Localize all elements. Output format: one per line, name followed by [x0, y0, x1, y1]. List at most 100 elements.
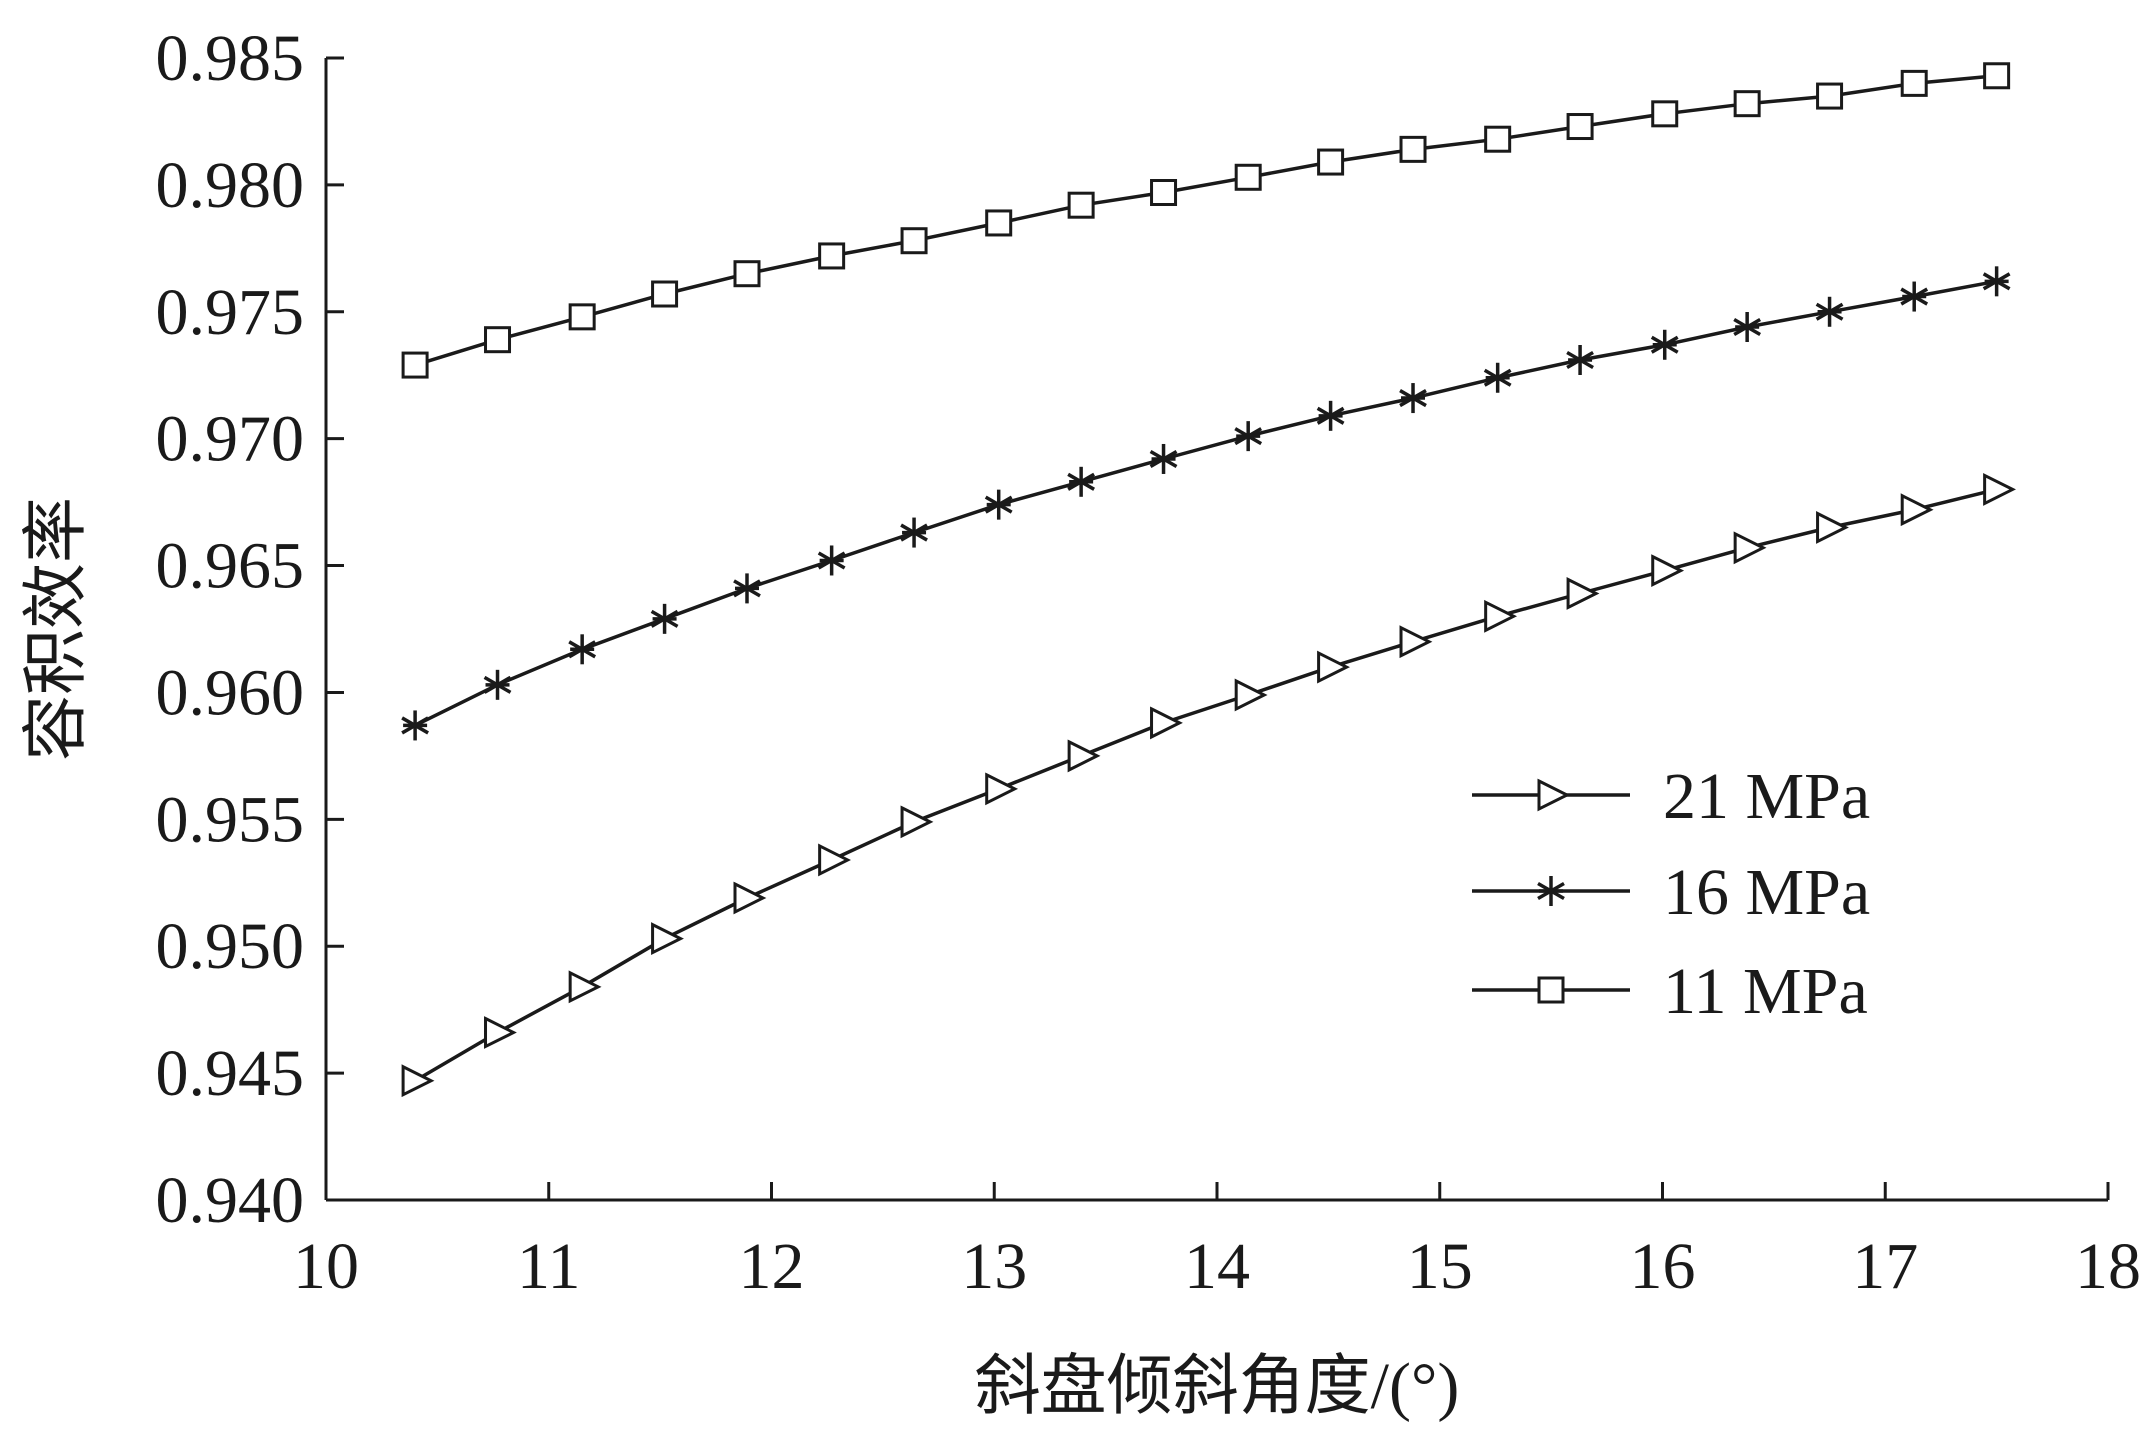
legend: 21 MPa 16 MPa 11 MPa [1472, 760, 1870, 1028]
data-point [1067, 191, 1095, 219]
data-point [484, 1016, 517, 1049]
y-tick-label: 0.975 [156, 276, 305, 349]
data-point [1815, 296, 1844, 327]
y-tick-label: 0.965 [156, 530, 305, 603]
x-tick-label: 15 [1407, 1230, 1473, 1303]
data-point [818, 242, 846, 270]
axes: 10 11 12 13 14 15 16 17 18 0.940 0.945 0.950 0.955 0.… [156, 22, 2142, 1303]
data-point [1317, 650, 1350, 684]
y-tick-label: 0.985 [156, 22, 305, 95]
data-point [984, 489, 1013, 520]
data-point [1651, 100, 1679, 128]
data-point [1816, 82, 1844, 110]
y-tick-label: 0.960 [156, 656, 305, 729]
data-point [1816, 511, 1849, 544]
data-point [1900, 69, 1928, 97]
data-point [1149, 443, 1178, 474]
data-point [1650, 329, 1679, 360]
data-point [1983, 62, 2011, 90]
data-point [1983, 472, 2016, 506]
x-tick-label: 13 [961, 1230, 1027, 1303]
legend-marker [1537, 778, 1571, 812]
data-point [900, 805, 934, 839]
x-tick-label: 12 [739, 1230, 805, 1303]
data-point [401, 710, 429, 741]
x-axis-label: 斜盘倾斜角度/(°) [975, 1350, 1460, 1423]
data-point [1733, 312, 1762, 343]
series-line [414, 487, 1998, 1083]
data-point [1234, 163, 1262, 191]
data-point [1566, 113, 1594, 141]
legend-label: 21 MPa [1663, 760, 1870, 833]
legend-marker [1537, 976, 1565, 1004]
data-point [900, 227, 928, 255]
series-16-mpa [401, 266, 2011, 741]
x-tick-label: 10 [293, 1230, 359, 1303]
data-point [1067, 466, 1095, 497]
data-point [1484, 125, 1512, 153]
data-point [1150, 179, 1178, 207]
x-tick-label: 16 [1630, 1230, 1696, 1303]
y-tick-label: 0.970 [156, 403, 305, 476]
data-point [401, 351, 429, 379]
data-point [1399, 135, 1427, 163]
data-point [900, 517, 928, 548]
y-tick-label: 0.940 [156, 1164, 305, 1237]
y-tick-label: 0.955 [156, 783, 305, 856]
series-line [414, 279, 1997, 727]
data-point [650, 603, 679, 634]
data-point [651, 280, 679, 308]
data-point [1234, 678, 1268, 712]
data-point [1067, 739, 1101, 773]
data-point [1900, 281, 1929, 312]
data-point [1566, 577, 1600, 610]
y-tick-label: 0.945 [156, 1037, 305, 1110]
legend-entry: 21 MPa [1472, 760, 1870, 833]
data-point [1566, 344, 1594, 375]
data-point [985, 772, 1019, 806]
legend-label: 11 MPa [1663, 955, 1868, 1028]
data-point [1399, 383, 1427, 414]
data-point [1234, 421, 1263, 452]
data-point [484, 326, 512, 354]
data-point [733, 573, 761, 604]
x-tick-label: 14 [1184, 1230, 1250, 1303]
data-point [401, 1064, 435, 1098]
data-point [1150, 706, 1183, 740]
series-11-mpa [401, 62, 2011, 379]
data-point [1317, 148, 1345, 176]
data-point [1733, 531, 1767, 565]
legend-entry: 11 MPa [1472, 955, 1868, 1028]
data-point [985, 209, 1013, 237]
data-point [1483, 362, 1512, 393]
data-point [733, 260, 761, 288]
y-tick-label: 0.950 [156, 910, 305, 983]
data-point [568, 634, 597, 665]
data-point [1733, 90, 1761, 118]
data-point [1651, 554, 1685, 588]
legend-marker [1537, 876, 1565, 906]
data-point [1399, 625, 1433, 659]
data-point [733, 881, 767, 915]
data-point [1982, 266, 2011, 297]
series-group [401, 62, 2016, 1098]
x-tick-label: 11 [517, 1230, 581, 1303]
x-tick-label: 18 [2075, 1230, 2141, 1303]
data-point [817, 545, 846, 576]
x-tick-label: 17 [1852, 1230, 1918, 1303]
data-point [651, 922, 684, 956]
y-axis-label: 容积效率 [20, 497, 93, 761]
data-point [568, 303, 596, 331]
data-point [1900, 493, 1934, 527]
legend-entry: 16 MPa [1472, 856, 1870, 929]
y-tick-label: 0.980 [156, 149, 305, 222]
data-point [568, 970, 602, 1004]
data-point [1316, 400, 1345, 431]
data-point [818, 843, 851, 877]
data-point [1484, 599, 1518, 633]
series-line [414, 74, 1997, 367]
legend-label: 16 MPa [1663, 856, 1870, 929]
data-point [483, 669, 512, 700]
series-21-mpa [401, 472, 2016, 1098]
